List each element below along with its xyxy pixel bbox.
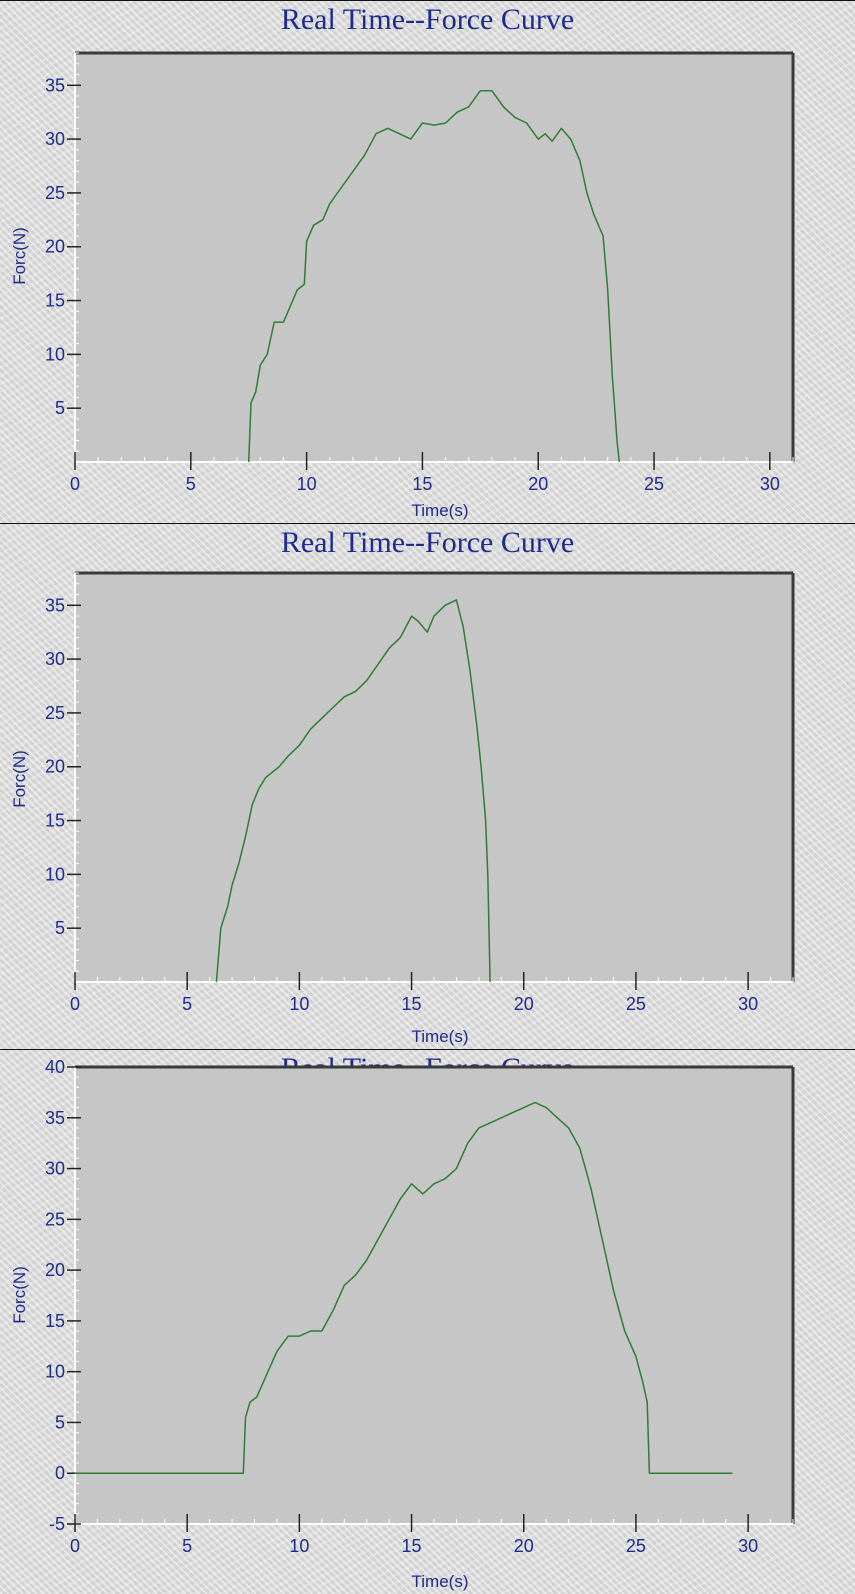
force-series-line	[247, 89, 621, 463]
x-tick-label: 5	[182, 1536, 192, 1556]
force-curve-plot-2: 0 5 10 15 20 25 30 5 10 15 20 25 30 35 Time(s) Forc(N)	[10, 571, 795, 1046]
x-tick-label: 25	[644, 474, 664, 494]
y-axis-title: Forc(N)	[10, 1266, 29, 1324]
y-tick-label: 0	[55, 1463, 65, 1483]
x-axis-title: Time(s)	[412, 501, 469, 520]
y-tick-label: 15	[45, 291, 65, 311]
x-tick-label: 15	[412, 474, 432, 494]
x-axis-title: Time(s)	[412, 1027, 469, 1046]
plot-area	[75, 1067, 793, 1524]
x-tick-label: 25	[626, 1536, 646, 1556]
chart-title: Real Time--Force Curve	[280, 526, 575, 559]
y-tick-label: 35	[45, 75, 65, 95]
x-tick-label: 30	[738, 1536, 758, 1556]
y-tick-label: 25	[45, 703, 65, 723]
plot-area	[75, 573, 793, 982]
x-tick-label: 20	[514, 1536, 534, 1556]
x-tick-label: 15	[402, 994, 422, 1014]
x-tick-label: 5	[186, 474, 196, 494]
y-tick-label: 35	[45, 1108, 65, 1128]
x-tick-label: 30	[760, 474, 780, 494]
y-tick-label: 5	[55, 918, 65, 938]
y-tick-label: 40	[45, 1057, 65, 1077]
force-curve-plot-3: 0 5 10 15 20 25 30-50510152025303540Time(s)For…	[10, 1057, 795, 1591]
chart-panel-3: Real Time--Force Curve 051015202530-5051…	[0, 1050, 855, 1594]
x-tick-label: 0	[70, 1536, 80, 1556]
chart-title: Real Time--Force Curve	[280, 3, 575, 36]
y-tick-label: 5	[55, 1412, 65, 1432]
y-tick-label: 20	[45, 237, 65, 257]
y-tick-label: 10	[45, 344, 65, 364]
y-axis-title: Forc(N)	[10, 227, 29, 285]
top-border	[0, 0, 855, 1]
x-tick-label: 10	[297, 474, 317, 494]
force-series-line	[75, 1101, 733, 1474]
x-tick-label: 20	[514, 994, 534, 1014]
panel-divider	[0, 1049, 855, 1050]
x-tick-label: 10	[289, 1536, 309, 1556]
y-tick-label: 10	[45, 1362, 65, 1382]
y-tick-label: 15	[45, 811, 65, 831]
y-tick-label: 25	[45, 1209, 65, 1229]
force-curve-plot-1: 0 5 10 15 20 25 30 5 10 15 20 25 30 35 Time(s) Forc(N)	[10, 51, 795, 520]
y-tick-label: 10	[45, 864, 65, 884]
x-tick-label: 30	[738, 994, 758, 1014]
y-tick-label: 30	[45, 649, 65, 669]
plot-area	[75, 53, 793, 462]
x-tick-label: 10	[289, 994, 309, 1014]
x-tick-label: 20	[528, 474, 548, 494]
y-tick-label: 25	[45, 183, 65, 203]
y-tick-label: 30	[45, 1159, 65, 1179]
x-axis-title: Time(s)	[412, 1572, 469, 1591]
panel-divider	[0, 523, 855, 524]
y-tick-label: 20	[45, 1260, 65, 1280]
y-tick-label: 35	[45, 595, 65, 615]
y-axis-title: Forc(N)	[10, 750, 29, 808]
x-tick-label: 15	[402, 1536, 422, 1556]
y-tick-label: -5	[49, 1514, 65, 1534]
y-tick-label: 20	[45, 757, 65, 777]
x-tick-label: 0	[70, 994, 80, 1014]
y-tick-label: 5	[55, 398, 65, 418]
y-tick-label: 15	[45, 1311, 65, 1331]
chart-panel-2: Real Time--Force Curve 0 5 10 15 20 25 30 5 10 15…	[0, 524, 855, 1049]
y-tick-label: 30	[45, 129, 65, 149]
chart-panel-1: Real Time--Force Curve 0 5 10 15 20 25 30 5 10 15…	[0, 1, 855, 523]
x-tick-label: 0	[70, 474, 80, 494]
force-series-line	[215, 599, 491, 983]
x-tick-label: 25	[626, 994, 646, 1014]
x-tick-label: 5	[182, 994, 192, 1014]
